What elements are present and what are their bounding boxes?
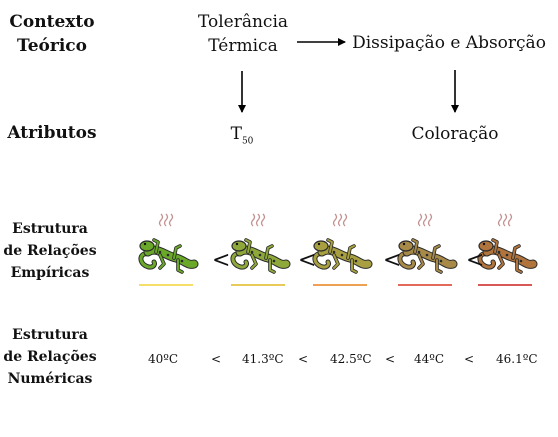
row-label-atributos: Atributos	[7, 123, 97, 143]
dissipacao-absorcao-label: Dissipação e Absorção	[352, 33, 546, 53]
heat-waves-icon	[497, 213, 513, 227]
lizard-3	[312, 213, 373, 286]
temperature-value: 44ºC	[414, 352, 445, 366]
less-than-symbol: <	[385, 352, 396, 366]
lizard-icon	[230, 238, 291, 274]
row-label-numericas: Estrutura de Relações Numéricas	[3, 327, 97, 387]
heat-waves-icon	[332, 213, 348, 227]
heat-waves-icon	[417, 213, 433, 227]
heat-waves-icon	[250, 213, 266, 227]
lizard-1	[138, 213, 199, 286]
lizard-icon	[397, 238, 458, 274]
heat-waves-icon	[158, 213, 174, 227]
temperature-value: 40ºC	[148, 352, 179, 366]
lizard-icon	[312, 238, 373, 274]
lizard-5	[477, 213, 538, 286]
less-than-symbol: <	[298, 352, 309, 366]
temperature-value: 41.3ºC	[242, 352, 284, 366]
t50-label: T50	[230, 124, 254, 147]
less-than-symbol: <	[466, 248, 485, 273]
less-than-symbol: <	[383, 248, 402, 273]
row-label-contexto: Contexto Teórico	[9, 12, 95, 56]
tolerancia-termica-label: Tolerância Térmica	[197, 12, 289, 56]
lizard-2	[230, 213, 291, 286]
lizard-4	[397, 213, 458, 286]
temperature-value: 42.5ºC	[330, 352, 372, 366]
row-label-empiricas: Estrutura de Relações Empíricas	[3, 221, 97, 281]
less-than-symbol: <	[212, 248, 231, 273]
less-than-symbol: <	[211, 352, 222, 366]
lizard-icon	[138, 238, 199, 274]
temperature-value: 46.1ºC	[496, 352, 538, 366]
lizard-icon	[477, 238, 538, 274]
coloracao-label: Coloração	[411, 124, 499, 144]
less-than-symbol: <	[464, 352, 475, 366]
less-than-symbol: <	[298, 248, 317, 273]
